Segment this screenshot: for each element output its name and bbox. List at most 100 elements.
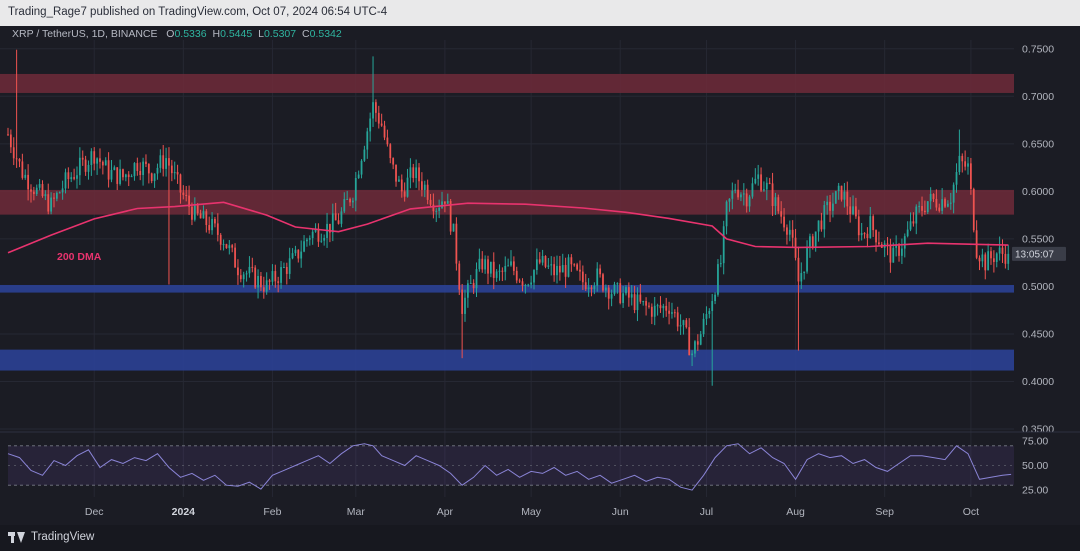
ohlc-low-value: 0.5307: [263, 28, 297, 40]
candle-body: [671, 312, 673, 314]
candle-body: [452, 223, 455, 232]
candle-body: [406, 177, 409, 197]
candle-body: [544, 255, 547, 267]
candle-body: [110, 169, 113, 180]
candle-body: [969, 163, 972, 189]
candle-body: [245, 273, 248, 275]
candle-body: [633, 294, 636, 311]
symbol-legend[interactable]: XRP / TetherUS, 1D, BINANCE O0.5336 H0.5…: [12, 28, 345, 40]
price-axis-label: 0.7000: [1022, 91, 1054, 103]
candle-body: [357, 174, 360, 178]
price-axis-label: 0.6500: [1022, 138, 1054, 150]
candle-body: [630, 294, 633, 298]
candle-body: [556, 265, 558, 276]
candle-body: [165, 158, 167, 169]
candle-body: [901, 248, 903, 256]
candle-body: [918, 206, 921, 208]
candle-body: [751, 183, 754, 197]
candle-body: [734, 189, 737, 191]
candle-body: [32, 191, 35, 195]
dma-200-line: [7, 201, 1009, 254]
candle-body: [518, 280, 521, 282]
candle-body: [581, 271, 584, 283]
candle-body: [797, 257, 800, 282]
candle-body: [398, 179, 400, 182]
candle-body: [288, 258, 291, 274]
candle-body: [653, 305, 656, 317]
candle-body: [607, 287, 610, 299]
candle-body: [423, 184, 426, 190]
candle-body: [832, 203, 834, 211]
candle-body: [248, 266, 251, 274]
candle-body: [277, 281, 280, 283]
candle-body: [886, 243, 889, 245]
candle-body: [308, 238, 311, 240]
candle-body: [257, 276, 259, 288]
candle-body: [260, 276, 262, 288]
candle-body: [418, 167, 420, 182]
candle-body: [116, 167, 119, 184]
tradingview-brand[interactable]: TradingView: [8, 531, 94, 543]
candle-body: [489, 261, 492, 274]
countdown-tag: [1012, 246, 1066, 261]
candle-body: [573, 264, 576, 266]
candle-body: [188, 195, 190, 207]
candle-body: [800, 272, 803, 282]
candle-body: [567, 257, 570, 277]
candle-body: [763, 189, 765, 191]
candle-body: [291, 253, 294, 259]
candle-body: [202, 211, 205, 219]
candle-body: [435, 210, 438, 212]
candle-body: [688, 327, 691, 356]
candle-body: [145, 161, 147, 164]
price-axis-label: 0.3500: [1022, 424, 1054, 436]
ohlc-open-key: O: [166, 28, 175, 40]
candle-body: [343, 199, 346, 212]
candle-body: [737, 189, 739, 198]
candle-body: [645, 301, 647, 306]
candle-body: [512, 261, 515, 271]
candle-body: [995, 253, 998, 262]
candle-body: [412, 167, 415, 179]
candle-body: [576, 264, 578, 270]
candle-body: [561, 264, 564, 273]
candle-body: [481, 258, 484, 270]
candle-body: [889, 244, 892, 263]
candle-body: [239, 275, 242, 280]
support-zone: [0, 284, 1014, 293]
candle-body: [311, 231, 314, 239]
candle-body: [924, 210, 926, 213]
candle-body: [771, 183, 774, 206]
candle-body: [323, 237, 326, 241]
candle-body: [438, 207, 441, 211]
candle-body: [487, 259, 489, 274]
candle-body: [369, 118, 372, 132]
candle-body: [676, 312, 679, 327]
candle-body: [455, 223, 458, 264]
candle-body: [64, 172, 67, 189]
candle-body: [349, 198, 351, 203]
candle-body: [133, 163, 136, 177]
candle-body: [12, 147, 15, 159]
candle-body: [7, 134, 9, 136]
publisher-bar: [0, 0, 1080, 26]
candle-body: [852, 206, 854, 215]
countdown-label: 13:05:07: [1015, 249, 1054, 260]
candle-body: [642, 301, 645, 303]
candle-body: [495, 271, 498, 278]
candle-body: [251, 266, 254, 268]
candle-body: [67, 172, 70, 180]
candle-body: [584, 282, 587, 290]
time-axis-label: Jul: [700, 506, 713, 518]
candle-body: [211, 218, 213, 231]
price-chart[interactable]: 200 DMA 0.7500 0.7000 0.6500 0.6000 0.5500 0.5…: [0, 0, 1080, 525]
candle-body: [857, 216, 860, 236]
candle-body: [185, 194, 188, 196]
candle-body: [84, 159, 87, 172]
dma-200-label: 200 DMA: [57, 251, 102, 263]
candle-body: [990, 251, 992, 259]
footer-bar: [0, 525, 1080, 551]
candle-body: [650, 306, 653, 317]
candle-body: [1004, 253, 1007, 264]
candle-body: [81, 157, 84, 160]
